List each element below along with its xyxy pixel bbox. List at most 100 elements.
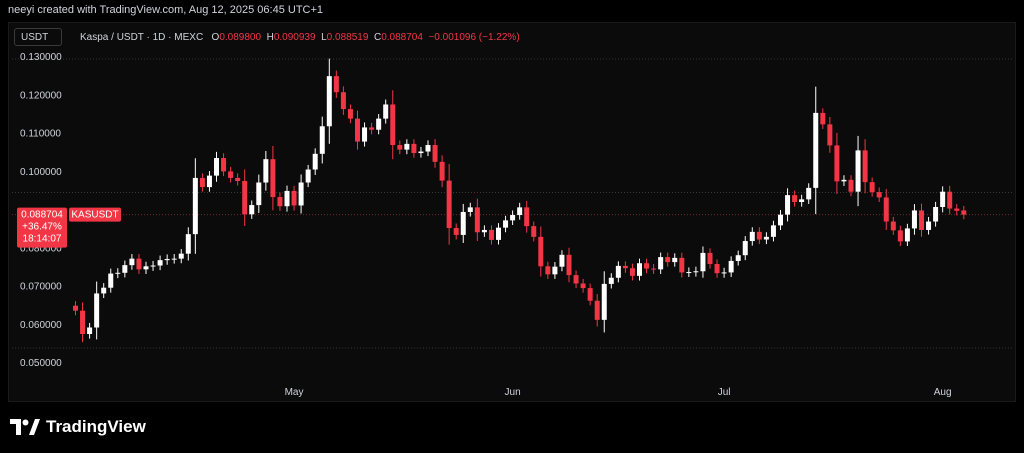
candle-body [432,145,438,162]
candle-body [742,241,748,256]
low-value: 0.088519 [326,32,369,43]
change-value: −0.001096 (−1.22%) [428,32,520,43]
candle-body [721,272,727,274]
symbol-tag-box [69,207,121,222]
y-tick-label: 0.120000 [20,90,62,101]
candle-body [157,260,163,266]
candle-body [665,257,671,263]
candle-body [221,158,227,172]
candle-body [658,257,664,270]
candle-body [580,283,586,289]
candle-body [693,271,699,273]
candle-body [284,190,290,207]
candle-body [122,265,128,273]
candle-body [115,272,121,274]
attribution-line: neeyi created with TradingView.com, Aug … [8,4,324,16]
candle-body [933,206,939,222]
candle-body [735,255,741,261]
candle-body [326,76,332,127]
candle-body [672,257,678,263]
candle-body [608,277,614,284]
price-tag-price: 0.088704 [21,210,63,221]
candle-body [940,191,946,207]
candle-body [171,258,177,260]
candle-body [904,228,910,242]
x-tick-label: Jul [718,387,731,398]
candle-body [778,214,783,226]
candle-body [594,300,600,320]
candle-body [756,231,762,240]
candle-body [488,229,494,240]
candle-body [446,180,452,229]
candle-body [869,182,875,193]
candle-body [728,260,734,273]
candle-body [101,287,107,294]
high-value: 0.090939 [273,32,316,43]
candle-body [291,190,297,206]
candle-body [615,265,621,278]
candle-body [601,283,607,320]
candle-body [792,195,798,203]
candle-body [228,171,234,178]
x-tick-label: Jun [505,387,521,398]
candle-body [340,92,346,110]
close-value: 0.088704 [381,32,423,43]
candle-body [206,175,212,188]
tradingview-logo[interactable]: TradingView [10,417,146,437]
y-tick-label: 0.070000 [20,282,62,293]
price-tag-change: +36.47% [22,222,62,233]
close-label: C [373,32,382,43]
price-tag-box [17,207,67,248]
candle-body [573,275,579,284]
candle-body [834,145,840,182]
candle-body [467,207,473,212]
candle-body [622,265,628,269]
symbol-line: Kaspa / USDT · 1D · MEXC [80,32,204,43]
candle-body [369,127,375,130]
candle-body [460,211,466,235]
candle-body [686,272,692,274]
candle-body [820,112,826,125]
candle-body [629,268,635,276]
candle-body [418,151,424,154]
candle-body [270,159,276,198]
candle-body [298,182,304,206]
candle-body [517,207,523,216]
candle-body [559,254,565,267]
open-value: 0.089800 [219,32,262,43]
candle-body [333,76,339,93]
candle-body [199,177,205,188]
symbol-tag-label: KASUSDT [71,210,118,221]
candle-body [813,112,819,188]
currency-button[interactable]: USDT [14,28,62,46]
candle-body [503,220,509,228]
candle-body [679,257,685,273]
y-tick-label: 0.100000 [20,167,62,178]
candle-body [474,207,480,233]
candle-body [453,228,459,235]
candle-body [277,197,283,207]
candle-body [411,143,417,154]
price-tag-countdown: 18:14:07 [23,234,62,245]
x-tick-label: Aug [934,387,952,398]
candle-body [376,118,382,130]
candle-body [545,266,551,275]
candle-body [481,229,487,233]
candle-body [425,145,431,152]
candle-body [87,327,93,335]
candle-body [552,266,558,275]
candle-body [164,259,170,261]
candle-body [319,126,325,154]
candle-body [129,258,135,266]
candle-body [911,210,917,229]
y-tick-label: 0.080000 [20,243,62,254]
candle-body [770,225,776,237]
candle-body [496,227,501,240]
high-label: H [266,32,274,43]
y-tick-label: 0.060000 [20,320,62,331]
candle-body [637,263,642,276]
candle-body [587,288,593,301]
candle-body [347,109,353,119]
candle-body [136,258,142,270]
